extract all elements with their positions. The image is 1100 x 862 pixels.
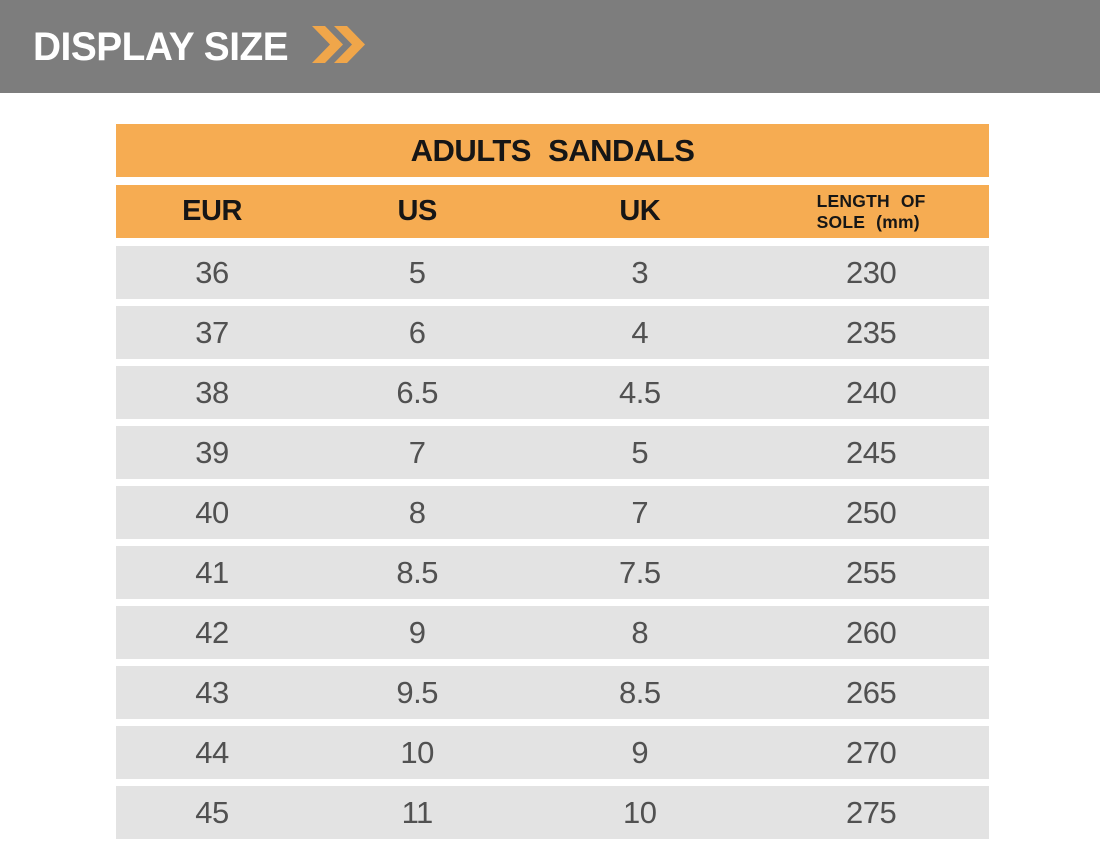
banner-title: DISPLAY SIZE bbox=[33, 24, 289, 69]
cell-us: 9.5 bbox=[396, 674, 438, 710]
cell-us: 10 bbox=[400, 734, 434, 770]
table-header-row: EUR US UK LENGTH OF SOLE (mm) bbox=[116, 185, 989, 238]
table-row: 45 11 10 275 bbox=[116, 786, 989, 839]
cell-eur: 43 bbox=[195, 674, 229, 710]
cell-length: 255 bbox=[846, 554, 897, 590]
cell-length: 250 bbox=[846, 494, 897, 530]
cell-length: 230 bbox=[846, 254, 897, 290]
column-header-length-line1: LENGTH OF bbox=[816, 190, 926, 211]
cell-eur: 39 bbox=[195, 434, 229, 470]
table-row: 44 10 9 270 bbox=[116, 726, 989, 779]
size-table: ADULTS SANDALS EUR US UK LENGTH OF SOLE … bbox=[116, 124, 989, 839]
cell-uk: 7 bbox=[631, 494, 649, 530]
column-header-eur: EUR bbox=[182, 195, 242, 227]
cell-uk: 8 bbox=[631, 614, 649, 650]
cell-us: 6.5 bbox=[396, 374, 438, 410]
cell-uk: 7.5 bbox=[618, 554, 661, 590]
column-header-us: US bbox=[397, 195, 438, 227]
cell-length: 240 bbox=[846, 374, 897, 410]
cell-length: 265 bbox=[846, 674, 897, 710]
table-row: 43 9.5 8.5 265 bbox=[116, 666, 989, 719]
cell-us: 6 bbox=[408, 314, 426, 350]
cell-eur: 42 bbox=[195, 614, 229, 650]
cell-length: 270 bbox=[846, 734, 897, 770]
cell-length: 260 bbox=[846, 614, 897, 650]
double-chevron-right-icon bbox=[311, 25, 366, 68]
cell-uk: 10 bbox=[623, 794, 657, 830]
table-row: 41 8.5 7.5 255 bbox=[116, 546, 989, 599]
cell-us: 11 bbox=[401, 794, 434, 830]
table-row: 42 9 8 260 bbox=[116, 606, 989, 659]
cell-length: 245 bbox=[846, 434, 897, 470]
cell-us: 9 bbox=[408, 614, 426, 650]
cell-uk: 4.5 bbox=[618, 374, 661, 410]
cell-eur: 36 bbox=[195, 254, 229, 290]
cell-uk: 9 bbox=[631, 734, 649, 770]
banner: DISPLAY SIZE bbox=[0, 0, 1100, 93]
cell-length: 275 bbox=[846, 794, 897, 830]
table-row: 37 6 4 235 bbox=[116, 306, 989, 359]
column-header-length-line2: SOLE (mm) bbox=[816, 211, 920, 232]
cell-us: 8 bbox=[408, 494, 426, 530]
cell-uk: 8.5 bbox=[618, 674, 661, 710]
cell-us: 5 bbox=[408, 254, 426, 290]
column-header-uk: UK bbox=[619, 195, 661, 227]
table-row: 40 8 7 250 bbox=[116, 486, 989, 539]
cell-eur: 40 bbox=[195, 494, 229, 530]
table-row: 38 6.5 4.5 240 bbox=[116, 366, 989, 419]
cell-length: 235 bbox=[846, 314, 897, 350]
cell-us: 7 bbox=[408, 434, 426, 470]
column-header-length: LENGTH OF SOLE (mm) bbox=[753, 185, 989, 238]
cell-uk: 3 bbox=[631, 254, 649, 290]
cell-uk: 5 bbox=[631, 434, 649, 470]
cell-eur: 45 bbox=[195, 794, 229, 830]
cell-eur: 41 bbox=[195, 554, 229, 590]
table-row: 39 7 5 245 bbox=[116, 426, 989, 479]
cell-eur: 38 bbox=[195, 374, 229, 410]
cell-eur: 44 bbox=[195, 734, 229, 770]
cell-us: 8.5 bbox=[396, 554, 438, 590]
cell-eur: 37 bbox=[195, 314, 229, 350]
cell-uk: 4 bbox=[631, 314, 649, 350]
table-row: 36 5 3 230 bbox=[116, 246, 989, 299]
table-title: ADULTS SANDALS bbox=[116, 124, 989, 177]
